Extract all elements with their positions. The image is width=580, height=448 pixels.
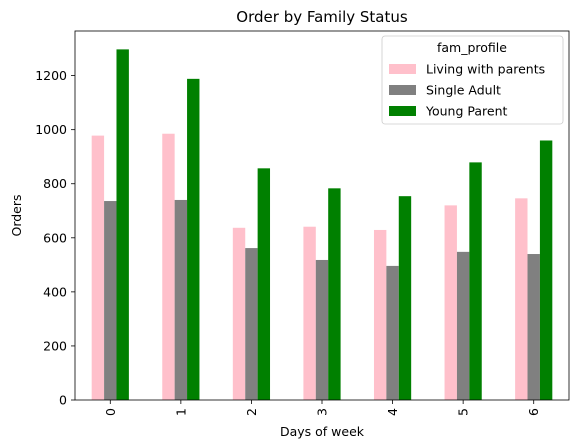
y-tick-label: 1200 [35, 68, 67, 83]
bar-living-with-parents-0 [91, 135, 105, 400]
bar-young-parent-3 [328, 188, 341, 400]
bars-group [91, 49, 553, 400]
legend: fam_profile Living with parents Single Ad… [381, 35, 564, 125]
bar-living-with-parents-2 [232, 227, 246, 400]
bar-single-adult-0 [104, 201, 117, 400]
bar-young-parent-2 [257, 168, 271, 400]
bar-young-parent-5 [469, 162, 482, 400]
y-axis-title: Orders [9, 194, 24, 236]
x-tick-label: 1 [173, 408, 188, 416]
x-tick-label: 6 [526, 408, 541, 416]
bar-young-parent-1 [187, 78, 200, 400]
legend-swatch-living-with-parents [389, 64, 416, 74]
y-tick-label: 600 [43, 230, 67, 245]
x-tick-label: 0 [103, 408, 118, 416]
plot-frame [74, 30, 570, 401]
legend-title: fam_profile [437, 40, 507, 55]
x-axis-title: Days of week [280, 424, 365, 439]
bar-young-parent-0 [116, 49, 129, 400]
x-tick-label: 2 [244, 408, 259, 416]
x-tick-label: 4 [385, 408, 400, 416]
chart-title: Order by Family Status [236, 8, 408, 26]
legend-swatch-single-adult [389, 85, 416, 95]
bar-single-adult-2 [245, 248, 258, 400]
bar-single-adult-3 [315, 259, 329, 400]
bar-single-adult-4 [386, 265, 399, 400]
legend-swatch-young-parent [389, 106, 416, 116]
y-tick-label: 1000 [35, 122, 67, 137]
bar-young-parent-4 [398, 196, 412, 400]
legend-frame [381, 35, 564, 125]
y-tick-label: 0 [59, 393, 67, 408]
legend-label-living-with-parents: Living with parents [426, 62, 545, 77]
y-axis-ticks: 0 200 400 600 800 1000 1200 [35, 68, 75, 408]
y-tick-label: 800 [43, 176, 67, 191]
bar-living-with-parents-1 [162, 133, 175, 400]
legend-label-young-parent: Young Parent [425, 104, 507, 119]
bar-living-with-parents-5 [444, 205, 457, 400]
bar-living-with-parents-4 [373, 229, 387, 400]
bar-young-parent-6 [539, 140, 553, 400]
x-axis-ticks: 0 1 2 3 4 5 6 [103, 400, 541, 416]
y-tick-label: 400 [43, 284, 67, 299]
x-tick-label: 3 [315, 408, 330, 416]
bar-living-with-parents-6 [515, 198, 528, 400]
legend-label-single-adult: Single Adult [426, 83, 501, 98]
bar-single-adult-1 [174, 199, 188, 400]
bar-living-with-parents-3 [303, 226, 316, 400]
bar-single-adult-5 [456, 251, 470, 400]
x-tick-label: 5 [456, 408, 471, 416]
y-tick-label: 200 [43, 338, 67, 353]
bar-single-adult-6 [527, 254, 540, 400]
